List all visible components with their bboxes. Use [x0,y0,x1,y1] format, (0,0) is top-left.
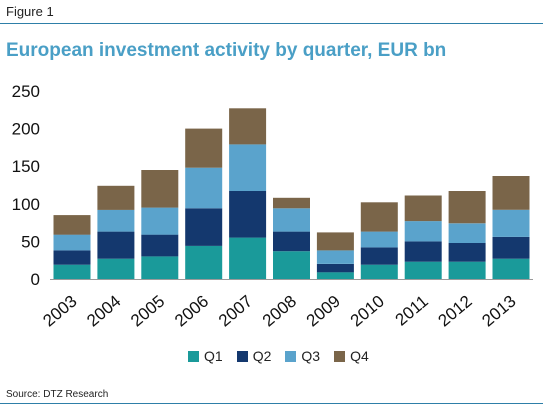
bar-segment-2003-q1 [53,264,91,279]
bar-segment-2004-q1 [97,258,135,279]
bar-segment-2011-q4 [404,195,442,222]
bar-segment-2008-q4 [273,197,310,209]
bar-segment-2010-q2 [360,247,398,265]
bar-segment-2005-q3 [141,207,179,235]
bar-segment-2013-q3 [492,209,530,237]
legend-item-q3: Q3 [285,348,320,364]
y-tick-label: 150 [12,157,40,176]
bar-segment-2005-q1 [141,256,179,279]
bar-segment-2011-q2 [404,241,442,262]
bar-segment-2004-q4 [97,185,135,210]
y-tick-label: 50 [21,232,40,251]
x-tick-label-2011: 2011 [392,292,432,330]
bar-segment-2009-q2 [316,264,354,273]
legend-swatch [188,350,199,362]
bar-segment-2005-q2 [141,234,179,257]
bar-segment-2011-q1 [404,261,442,279]
bar-segment-2012-q4 [448,191,486,224]
bar-segment-2004-q2 [97,231,135,259]
bar-segment-2003-q3 [53,234,91,251]
bar-segment-2010-q4 [360,202,398,232]
bar-segment-2008-q1 [273,251,310,279]
bar-segment-2003-q4 [53,215,91,235]
source-note: Source: DTZ Research [6,389,109,400]
bar-segment-2006-q2 [185,208,223,246]
bar-segment-2012-q3 [448,223,486,243]
bar-segment-2013-q2 [492,236,530,259]
bar-segment-2007-q3 [229,144,267,191]
y-tick-label: 100 [12,195,40,214]
legend-label: Q1 [204,348,223,364]
bar-segment-2009-q4 [316,232,354,251]
legend-label: Q3 [301,348,321,364]
x-tick-label-2010: 2010 [347,292,388,331]
bar-segment-2006-q4 [185,128,223,168]
chart-title: European investment activity by quarter,… [6,40,447,61]
bar-segment-2013-q1 [492,258,530,279]
bar-segment-2007-q1 [229,237,267,279]
bar-segment-2003-q2 [53,250,91,265]
x-tick-label-2013: 2013 [478,292,519,331]
bar-segment-2007-q4 [229,108,267,145]
legend-swatch [236,350,248,362]
y-tick-label: 250 [12,82,40,101]
x-tick-label-2004: 2004 [83,292,124,331]
bars-group [53,108,530,279]
bar-segment-2006-q3 [185,167,223,209]
x-tick-label-2006: 2006 [171,292,212,331]
bar-segment-2013-q4 [492,176,530,210]
legend-swatch [334,350,346,362]
bar-segment-2008-q3 [273,208,310,232]
y-axis: 0 50 100 150 200 250 [12,82,40,289]
bar-segment-2009-q3 [316,250,354,264]
bar-segment-2010-q1 [360,264,398,279]
x-tick-label-2005: 2005 [127,292,168,331]
bar-segment-2012-q1 [448,261,486,279]
x-tick-label-2009: 2009 [303,292,344,331]
legend-label: Q4 [350,348,369,364]
figure-label: Figure 1 [6,4,54,19]
bar-segment-2011-q3 [404,221,442,242]
x-tick-label-2003: 2003 [39,292,80,331]
top-divider [0,23,543,24]
legend-item-q4: Q4 [334,348,369,364]
legend: Q1 Q2 Q3 Q4 [188,348,369,364]
legend-item-q1: Q1 [188,348,223,364]
bar-segment-2005-q4 [141,170,179,208]
bar-segment-2012-q2 [448,242,486,262]
x-tick-label-2012: 2012 [435,292,476,331]
y-tick-label: 0 [31,270,40,289]
bar-segment-2009-q1 [316,272,354,279]
x-axis-labels: 2003 2004 2005 2006 2007 2008 2009 2010 2011 2012… [39,292,519,331]
legend-item-q2: Q2 [236,348,272,364]
bar-segment-2006-q1 [185,245,223,279]
bar-segment-2008-q2 [273,231,310,252]
x-tick-label-2007: 2007 [215,292,256,331]
legend-swatch [285,350,297,362]
legend-label: Q2 [252,348,272,364]
bar-segment-2007-q2 [229,191,267,238]
y-tick-label: 200 [12,120,40,139]
x-tick-label-2008: 2008 [259,292,300,331]
bar-segment-2004-q3 [97,209,135,232]
bar-segment-2010-q3 [360,231,398,248]
